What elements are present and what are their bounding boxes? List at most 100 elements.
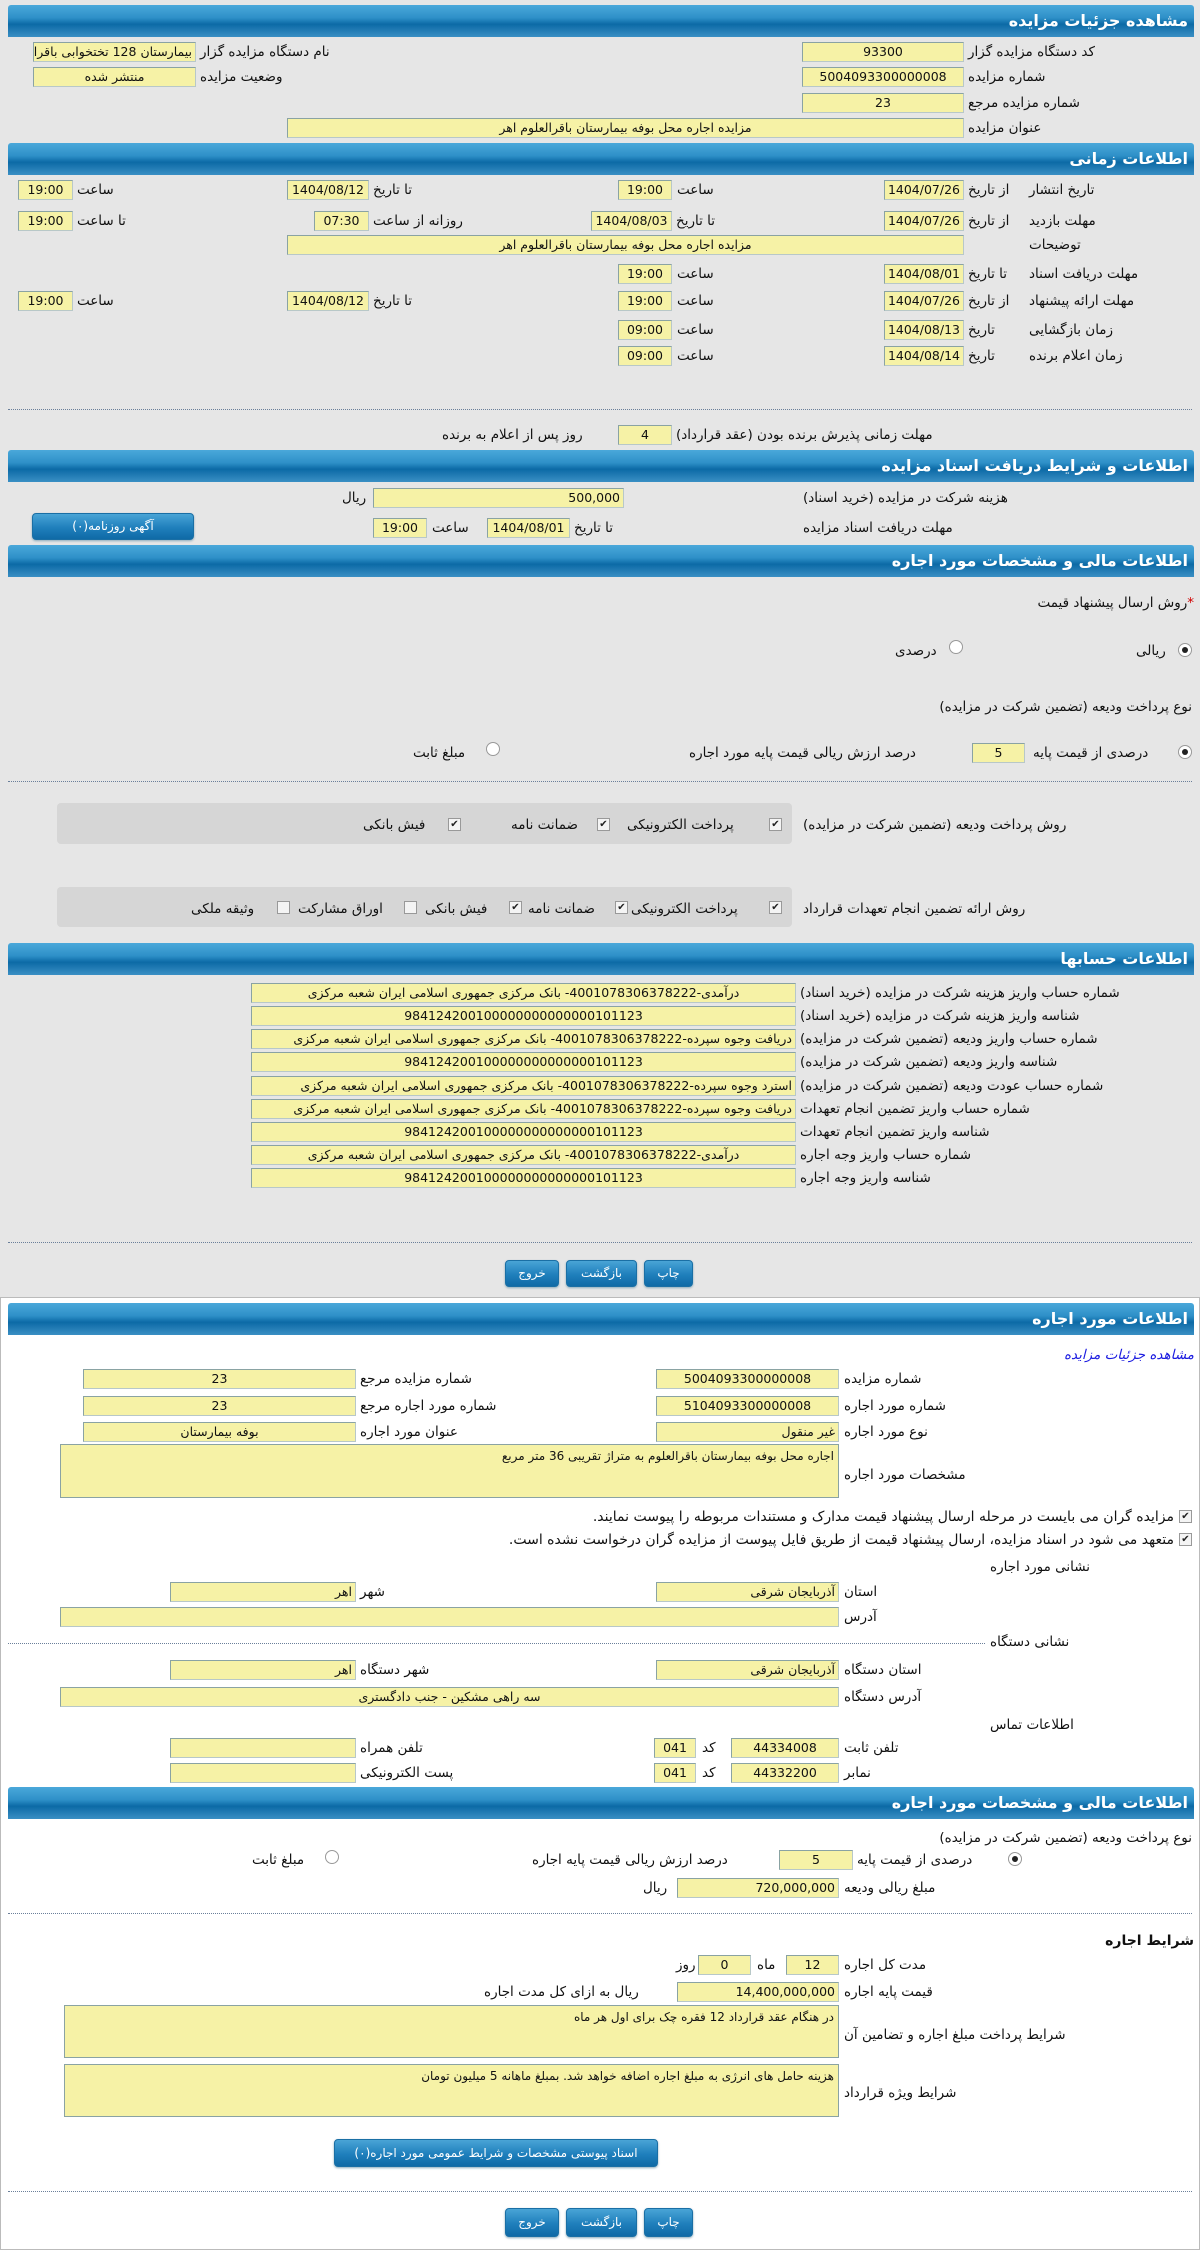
- checkbox-bonds[interactable]: [404, 901, 417, 914]
- checkbox-bank-slip[interactable]: ✔: [448, 818, 461, 831]
- publish-from-date[interactable]: 1404/07/26: [884, 180, 964, 200]
- radio-deposit-percent[interactable]: [1178, 745, 1192, 759]
- print-button[interactable]: چاپ: [644, 2208, 693, 2237]
- checkbox-property-collateral[interactable]: [277, 901, 290, 914]
- fax-code-field[interactable]: 041: [654, 1763, 696, 1783]
- account-field[interactable]: استرد وجوه سپرده-4001078306378222- بانک …: [251, 1076, 796, 1096]
- device-name-field[interactable]: بیمارستان 128 تختخوابی باقرالعلوم: [33, 42, 196, 62]
- checkbox-label: فیش بانکی: [363, 817, 426, 833]
- special-terms-textarea[interactable]: هزینه حامل های انرژی به مبلغ اجاره اضافه…: [64, 2064, 839, 2117]
- deposit-percent-suffix: درصد ارزش ریالی قیمت پایه مورد اجاره: [689, 745, 916, 761]
- lease-type-field[interactable]: غیر منقول: [656, 1422, 839, 1442]
- account-field[interactable]: درآمدی-4001078306378222- بانک مرکزی جمهو…: [251, 983, 796, 1003]
- lease-ref-field[interactable]: 23: [83, 1396, 356, 1416]
- radio-deposit-fixed[interactable]: [486, 742, 500, 756]
- phone-code-field[interactable]: 041: [654, 1738, 696, 1758]
- device-address-field[interactable]: سه راهی مشکین - جنب دادگستری: [60, 1687, 839, 1707]
- opening-date[interactable]: 1404/08/13: [884, 320, 964, 340]
- base-price-field[interactable]: 14,400,000,000: [677, 1982, 839, 2002]
- account-field[interactable]: 984124200100000000000000101123: [251, 1052, 796, 1072]
- ref-number-field[interactable]: 23: [83, 1369, 356, 1389]
- account-field[interactable]: دریافت وجوه سپرده-4001078306378222- بانک…: [251, 1099, 796, 1119]
- account-label: شماره حساب واریز وجه اجاره: [800, 1147, 972, 1163]
- view-auction-details-link[interactable]: مشاهده جزئیات مزایده: [1063, 1347, 1194, 1363]
- payment-terms-textarea[interactable]: در هنگام عقد قرارداد 12 فقره چک برای اول…: [64, 2005, 839, 2058]
- back-button[interactable]: بازگشت: [566, 2208, 637, 2237]
- device-city-field[interactable]: اهر: [170, 1660, 356, 1680]
- docs-to-date[interactable]: 1404/08/01: [884, 264, 964, 284]
- deposit-type-label: نوع پرداخت ودیعه (تضمین شرکت در مزایده): [939, 699, 1192, 715]
- print-button[interactable]: چاپ: [644, 1260, 693, 1287]
- notes-field[interactable]: مزایده اجاره محل بوفه بیمارستان باقرالعل…: [287, 235, 964, 255]
- checkbox-guarantee-letter[interactable]: ✔: [597, 818, 610, 831]
- offer-to-time[interactable]: 19:00: [18, 291, 73, 311]
- back-button[interactable]: بازگشت: [566, 1260, 637, 1287]
- deposit-percent-label: درصدی از قیمت پایه: [857, 1852, 973, 1868]
- address-field[interactable]: [60, 1607, 839, 1627]
- publish-to-date[interactable]: 1404/08/12: [287, 180, 369, 200]
- auction-number-field[interactable]: 5004093300000008: [656, 1369, 839, 1389]
- email-field[interactable]: [170, 1763, 356, 1783]
- radio-deposit-percent[interactable]: [1008, 1852, 1022, 1866]
- checkbox-bank-slip[interactable]: ✔: [509, 901, 522, 914]
- deposit-percent-field[interactable]: 5: [779, 1850, 853, 1870]
- offer-from-date[interactable]: 1404/07/26: [884, 291, 964, 311]
- visit-daily-to-time[interactable]: 19:00: [18, 211, 73, 231]
- auction-title-field[interactable]: مزایده اجاره محل بوفه بیمارستان باقرالعل…: [287, 118, 964, 138]
- ref-number-label: شماره مزایده مرجع: [968, 95, 1080, 111]
- device-code-field[interactable]: 93300: [802, 42, 964, 62]
- checkbox-electronic-payment[interactable]: ✔: [769, 818, 782, 831]
- publish-from-time[interactable]: 19:00: [618, 180, 672, 200]
- notice-checkbox[interactable]: ✔: [1179, 1533, 1192, 1546]
- attachments-button[interactable]: اسناد پیوستی مشخصات و شرایط عمومی مورد ا…: [334, 2139, 658, 2167]
- checkbox-electronic-payment[interactable]: ✔: [769, 901, 782, 914]
- notice-checkbox[interactable]: ✔: [1179, 1510, 1192, 1523]
- visit-to-date[interactable]: 1404/08/03: [591, 211, 672, 231]
- winner-time[interactable]: 09:00: [618, 346, 672, 366]
- duration-days-field[interactable]: 0: [698, 1955, 751, 1975]
- section-header-timing: اطلاعات زمانی: [8, 143, 1194, 175]
- province-field[interactable]: آذربایجان شرقی: [656, 1582, 839, 1602]
- lease-title-field[interactable]: بوفه بیمارستان: [83, 1422, 356, 1442]
- acceptance-days-field[interactable]: 4: [618, 425, 672, 445]
- account-field[interactable]: دریافت وجوه سپرده-4001078306378222- بانک…: [251, 1029, 796, 1049]
- auction-number-field[interactable]: 5004093300000008: [802, 67, 964, 87]
- visit-daily-from-time[interactable]: 07:30: [314, 211, 369, 231]
- newspaper-ad-button[interactable]: آگهی روزنامه(۰): [32, 513, 194, 540]
- lease-spec-textarea[interactable]: اجاره محل بوفه بیمارستان باقرالعلوم به م…: [60, 1444, 839, 1498]
- divider: [8, 781, 1192, 782]
- lease-number-field[interactable]: 5104093300000008: [656, 1396, 839, 1416]
- exit-button[interactable]: خروج: [505, 1260, 559, 1287]
- mobile-field[interactable]: [170, 1738, 356, 1758]
- account-field[interactable]: 984124200100000000000000101123: [251, 1122, 796, 1142]
- opening-time[interactable]: 09:00: [618, 320, 672, 340]
- radio-percent[interactable]: [949, 640, 963, 654]
- exit-button[interactable]: خروج: [505, 2208, 559, 2237]
- docs-fee-field[interactable]: 500,000: [373, 488, 624, 508]
- radio-deposit-fixed[interactable]: [325, 1850, 339, 1864]
- offer-from-time[interactable]: 19:00: [618, 291, 672, 311]
- radio-rial[interactable]: [1178, 643, 1192, 657]
- lease-ref-label: شماره مورد اجاره مرجع: [360, 1398, 497, 1414]
- docs-to-time[interactable]: 19:00: [618, 264, 672, 284]
- account-field[interactable]: 984124200100000000000000101123: [251, 1168, 796, 1188]
- docs-deadline-date[interactable]: 1404/08/01: [487, 518, 570, 538]
- publish-to-time[interactable]: 19:00: [18, 180, 73, 200]
- device-province-field[interactable]: آذربایجان شرقی: [656, 1660, 839, 1680]
- account-field[interactable]: درآمدی-4001078306378222- بانک مرکزی جمهو…: [251, 1145, 796, 1165]
- deposit-percent-field[interactable]: 5: [972, 743, 1025, 763]
- offer-to-date[interactable]: 1404/08/12: [287, 291, 369, 311]
- auction-status-field[interactable]: منتشر شده: [33, 67, 196, 87]
- visit-from-date[interactable]: 1404/07/26: [884, 211, 964, 231]
- lease-type-label: نوع مورد اجاره: [844, 1424, 928, 1440]
- winner-date[interactable]: 1404/08/14: [884, 346, 964, 366]
- phone-field[interactable]: 44334008: [731, 1738, 839, 1758]
- deposit-amount-field[interactable]: 720,000,000: [677, 1878, 839, 1898]
- ref-number-field[interactable]: 23: [802, 93, 964, 113]
- duration-months-field[interactable]: 12: [786, 1955, 839, 1975]
- docs-deadline-time[interactable]: 19:00: [373, 518, 427, 538]
- checkbox-guarantee-letter[interactable]: ✔: [615, 901, 628, 914]
- account-field[interactable]: 984124200100000000000000101123: [251, 1006, 796, 1026]
- fax-field[interactable]: 44332200: [731, 1763, 839, 1783]
- city-field[interactable]: اهر: [170, 1582, 356, 1602]
